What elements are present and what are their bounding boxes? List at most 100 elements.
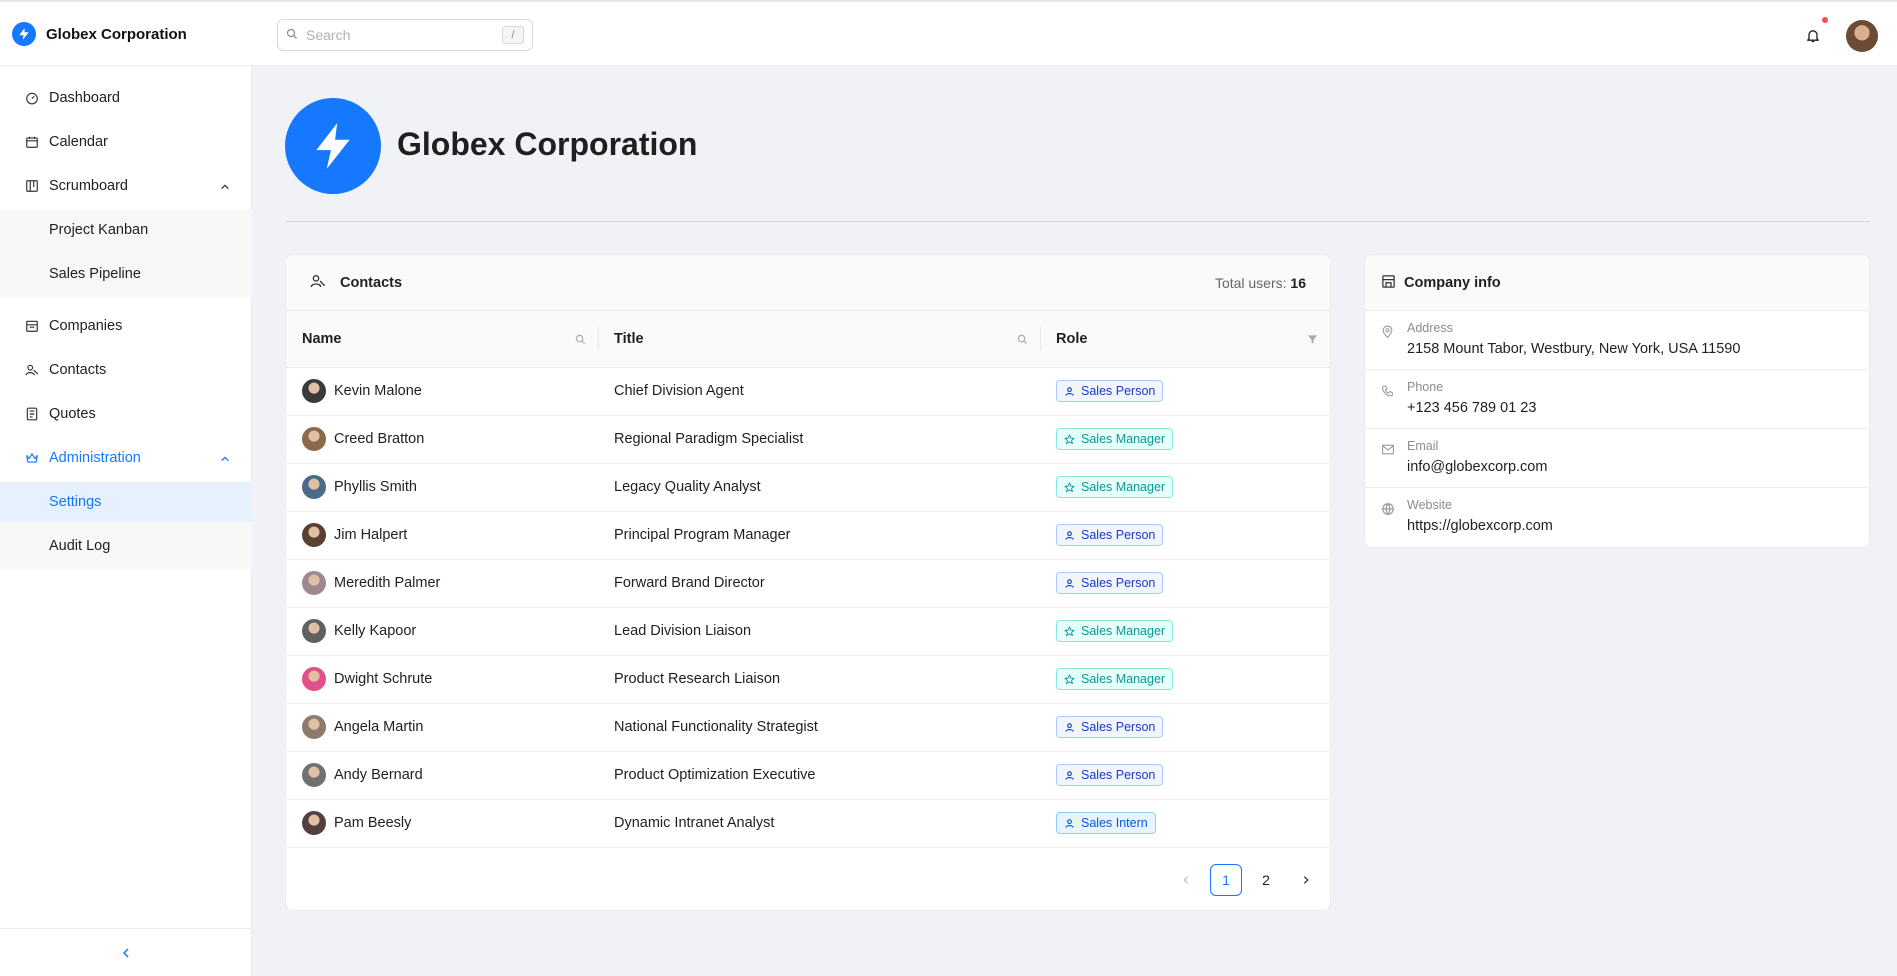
avatar	[302, 763, 326, 787]
notification-badge	[1822, 17, 1828, 23]
sidebar-item-label: Scrumboard	[49, 178, 128, 194]
location-icon	[1381, 325, 1394, 342]
search-shortcut-key: /	[502, 26, 524, 44]
scrumboard-icon	[25, 179, 39, 193]
user-icon	[1064, 770, 1075, 781]
avatar	[302, 523, 326, 547]
sidebar-item-label: Companies	[49, 318, 123, 334]
sidebar-item-scrumboard[interactable]: Scrumboard	[0, 166, 252, 206]
search-input[interactable]	[306, 27, 494, 43]
sidebar-item-dashboard[interactable]: Dashboard	[0, 78, 252, 118]
sidebar-item-companies[interactable]: Companies	[0, 306, 252, 346]
role-label: Sales Manager	[1081, 480, 1166, 494]
prev-page-button[interactable]	[1170, 864, 1202, 896]
page-2-button[interactable]: 2	[1262, 872, 1270, 888]
role-label: Sales Manager	[1081, 672, 1166, 686]
star-icon	[1064, 433, 1075, 445]
contacts-icon	[25, 363, 39, 377]
info-row-address: Address 2158 Mount Tabor, Westbury, New …	[1365, 311, 1869, 370]
total-users: Total users: 16	[1215, 275, 1306, 291]
avatar	[302, 427, 326, 451]
table-row[interactable]: Creed Bratton Regional Paradigm Specialis…	[286, 415, 1330, 464]
name-cell: Pam Beesly	[286, 799, 598, 848]
table-row[interactable]: Pam Beesly Dynamic Intranet Analyst Sales …	[286, 799, 1330, 848]
contacts-card-header: Contacts Total users: 16	[286, 255, 1330, 311]
table-row[interactable]: Kelly Kapoor Lead Division Liaison Sales M…	[286, 607, 1330, 656]
quotes-icon	[25, 407, 39, 421]
role-cell: Sales Person	[1040, 367, 1330, 416]
avatar	[302, 667, 326, 691]
sidebar-item-calendar[interactable]: Calendar	[0, 122, 252, 162]
info-row-website: Website https://globexcorp.com	[1365, 488, 1869, 547]
role-tag: Sales Manager	[1056, 668, 1174, 690]
contact-title: National Functionality Strategist	[598, 703, 1040, 752]
search-icon[interactable]	[575, 333, 586, 349]
role-label: Sales Person	[1081, 528, 1156, 542]
page-title: Globex Corporation	[397, 126, 698, 162]
user-icon	[1064, 818, 1075, 829]
pagination: 1 2	[1170, 864, 1322, 896]
table-row[interactable]: Dwight Schrute Product Research Liaison Sa…	[286, 655, 1330, 704]
role-label: Sales Person	[1081, 768, 1156, 782]
bell-icon	[1807, 29, 1819, 42]
name-cell: Angela Martin	[286, 703, 598, 752]
role-label: Sales Intern	[1081, 816, 1148, 830]
table-row[interactable]: Meredith Palmer Forward Brand Director Sal…	[286, 559, 1330, 608]
contact-name: Andy Bernard	[334, 767, 423, 783]
collapse-sidebar-button[interactable]	[0, 928, 252, 976]
info-label: Phone	[1407, 380, 1444, 394]
info-value[interactable]: https://globexcorp.com	[1407, 518, 1553, 534]
column-header-title: Title	[598, 311, 1040, 368]
mail-icon	[1381, 443, 1395, 459]
role-tag: Sales Manager	[1056, 620, 1174, 642]
sidebar-item-label: Calendar	[49, 134, 108, 150]
sidebar-item-contacts[interactable]: Contacts	[0, 350, 252, 390]
name-cell: Kelly Kapoor	[286, 607, 598, 656]
page-1-button[interactable]: 1	[1210, 864, 1242, 896]
search-icon[interactable]	[1017, 333, 1028, 349]
search-box[interactable]: /	[277, 19, 533, 51]
table-row[interactable]: Kevin Malone Chief Division Agent Sales Pe…	[286, 367, 1330, 416]
search-icon	[286, 27, 298, 43]
avatar	[302, 619, 326, 643]
user-avatar[interactable]	[1846, 20, 1878, 52]
column-label: Title	[614, 330, 644, 347]
name-cell: Jim Halpert	[286, 511, 598, 560]
sidebar-item-settings[interactable]: Settings	[0, 482, 252, 522]
info-row-phone: Phone +123 456 789 01 23	[1365, 370, 1869, 429]
sidebar-item-administration[interactable]: Administration	[0, 438, 252, 478]
sidebar-item-quotes[interactable]: Quotes	[0, 394, 252, 434]
avatar	[302, 475, 326, 499]
role-cell: Sales Person	[1040, 559, 1330, 608]
header-divider	[285, 221, 1870, 222]
brand-name: Globex Corporation	[46, 25, 187, 43]
info-label: Email	[1407, 439, 1439, 453]
sidebar-item-project-kanban[interactable]: Project Kanban	[49, 222, 149, 238]
globe-icon	[1381, 502, 1395, 519]
filter-icon[interactable]	[1307, 333, 1318, 349]
role-tag: Sales Intern	[1056, 812, 1156, 834]
notifications-button[interactable]	[1798, 17, 1828, 50]
contact-title: Chief Division Agent	[598, 367, 1040, 416]
sidebar-item-sales-pipeline[interactable]: Sales Pipeline	[49, 266, 141, 282]
column-separator	[598, 327, 599, 351]
contact-name: Meredith Palmer	[334, 575, 441, 591]
contact-title: Product Optimization Executive	[598, 751, 1040, 800]
table-row[interactable]: Phyllis Smith Legacy Quality Analyst Sales…	[286, 463, 1330, 512]
brand[interactable]: Globex Corporation	[12, 22, 187, 46]
table-row[interactable]: Andy Bernard Product Optimization Executi…	[286, 751, 1330, 800]
role-cell: Sales Manager	[1040, 607, 1330, 656]
table-row[interactable]: Jim Halpert Principal Program Manager Sale…	[286, 511, 1330, 560]
role-tag: Sales Manager	[1056, 476, 1174, 498]
info-value[interactable]: info@globexcorp.com	[1407, 459, 1548, 475]
star-icon	[1064, 625, 1075, 637]
name-cell: Phyllis Smith	[286, 463, 598, 512]
role-cell: Sales Manager	[1040, 463, 1330, 512]
dashboard-icon	[25, 91, 39, 105]
next-page-button[interactable]	[1290, 864, 1322, 896]
sidebar-item-audit-log[interactable]: Audit Log	[49, 538, 111, 554]
company-info-title: Company info	[1404, 274, 1501, 291]
contact-name: Phyllis Smith	[334, 479, 417, 495]
table-row[interactable]: Angela Martin National Functionality Stra…	[286, 703, 1330, 752]
role-tag: Sales Person	[1056, 572, 1164, 594]
